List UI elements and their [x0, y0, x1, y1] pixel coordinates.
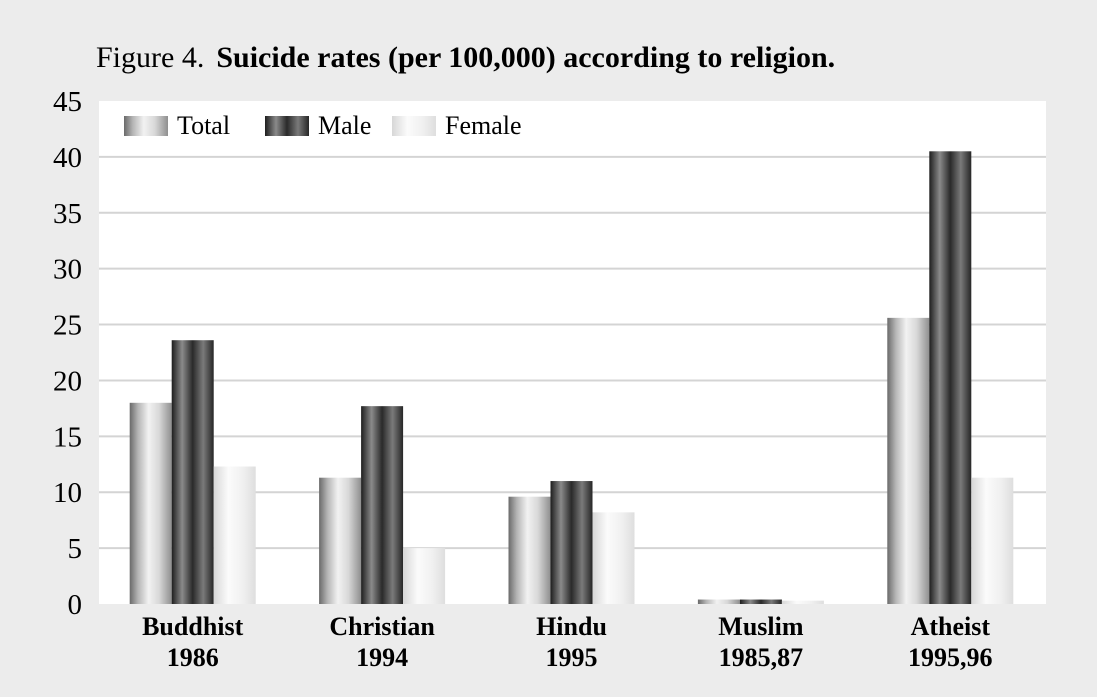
x-category-label: Atheist: [911, 612, 991, 641]
bar-male-buddhist: [171, 340, 214, 604]
bar-total-hindu: [508, 496, 551, 604]
bar-female-buddhist: [213, 466, 256, 604]
x-category-year: 1995: [546, 643, 598, 672]
legend-swatch-male: [265, 116, 309, 136]
x-category-year: 1986: [167, 643, 219, 672]
x-category-label: Christian: [329, 612, 435, 641]
legend-label-total: Total: [177, 111, 230, 140]
x-category-year: 1985,87: [719, 643, 804, 672]
y-tick-label: 0: [68, 589, 83, 621]
legend-label-male: Male: [318, 111, 371, 140]
bar-male-muslim: [739, 599, 782, 604]
legend-swatch-total: [124, 116, 168, 136]
y-tick-label: 10: [53, 477, 82, 509]
y-tick-label: 35: [53, 198, 82, 230]
x-category-year: 1995,96: [908, 643, 993, 672]
bar-male-christian: [361, 406, 404, 604]
legend-label-female: Female: [445, 111, 522, 140]
x-category-year: 1994: [356, 643, 408, 672]
legend: Total Male Female: [124, 111, 522, 140]
y-tick-label: 25: [53, 310, 82, 342]
y-tick-label: 30: [53, 254, 82, 286]
legend-swatch-female: [392, 116, 436, 136]
bar-total-atheist: [887, 317, 930, 604]
x-category-label: Hindu: [536, 612, 607, 641]
y-tick-label: 45: [53, 86, 82, 118]
chart-title: Figure 4. Suicide rates (per 100,000) ac…: [96, 41, 835, 74]
bar-female-hindu: [592, 512, 635, 604]
bars: [129, 151, 1014, 605]
bar-female-atheist: [971, 477, 1014, 604]
chart-title-prefix: Figure 4.: [96, 41, 204, 74]
y-tick-label: 15: [53, 421, 82, 453]
bar-total-buddhist: [129, 402, 172, 604]
y-tick-label: 40: [53, 142, 82, 174]
y-tick-label: 20: [53, 365, 82, 397]
chart-title-main: Suicide rates (per 100,000) according to…: [216, 41, 835, 74]
y-tick-label: 5: [68, 533, 83, 565]
bar-total-christian: [319, 477, 362, 604]
bar-male-hindu: [550, 481, 593, 604]
bar-female-christian: [403, 548, 446, 604]
x-category-label: Buddhist: [142, 612, 244, 641]
bar-total-muslim: [697, 599, 740, 604]
bar-female-muslim: [781, 600, 824, 604]
bar-male-atheist: [929, 151, 972, 605]
x-category-label: Muslim: [718, 612, 804, 641]
y-axis-ticks: 0 5 10 15 20 25 30 35 40 45: [53, 86, 82, 621]
